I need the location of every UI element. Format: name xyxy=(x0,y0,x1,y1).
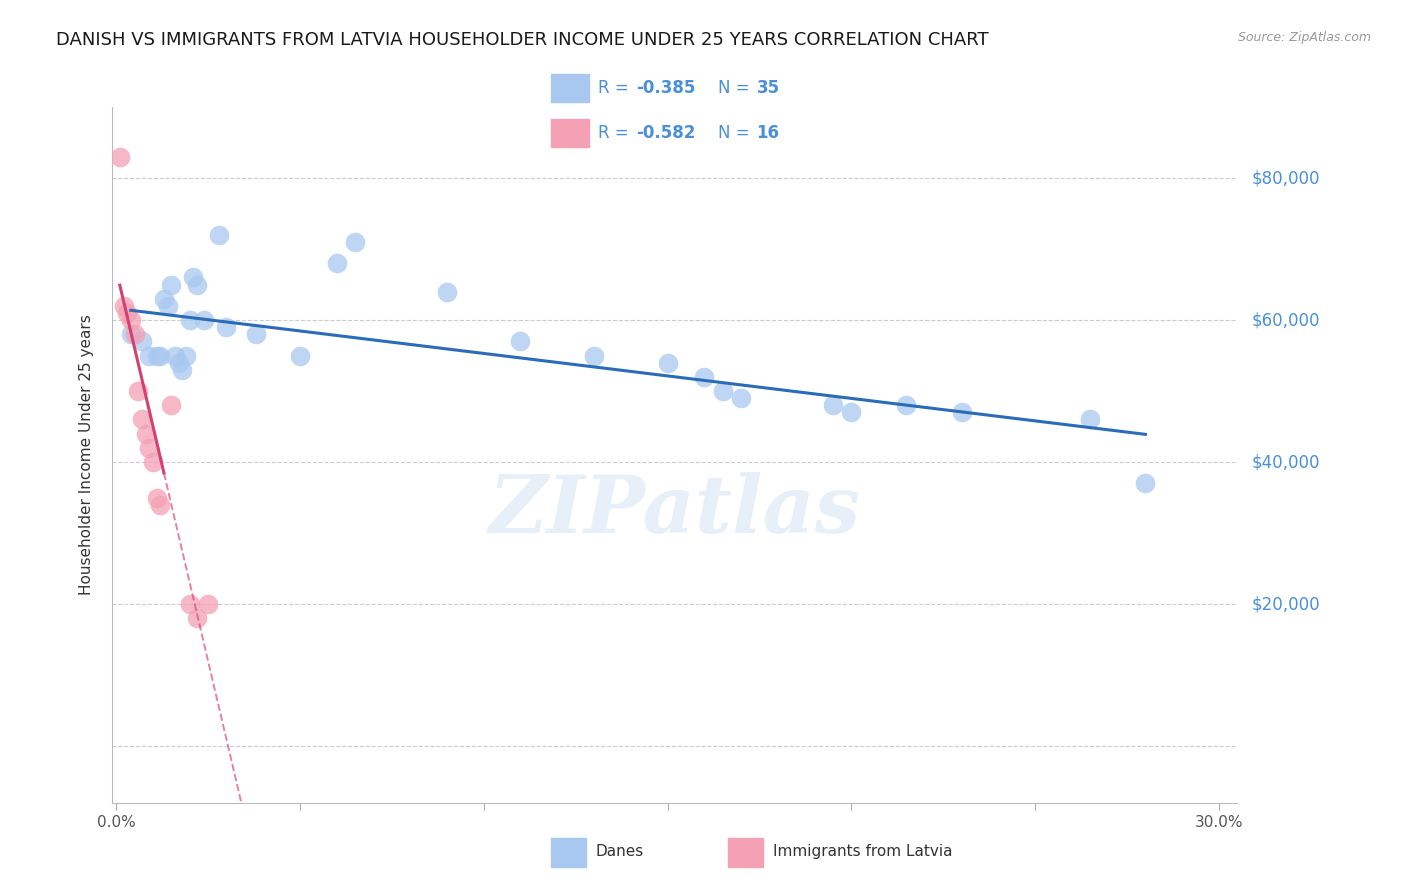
Point xyxy=(896,398,918,412)
Point xyxy=(142,455,165,469)
Text: R =: R = xyxy=(599,78,634,96)
Point xyxy=(131,412,153,426)
Text: 35: 35 xyxy=(756,78,779,96)
Text: -0.582: -0.582 xyxy=(637,124,696,142)
Point xyxy=(839,405,862,419)
Point xyxy=(149,349,172,363)
Bar xyxy=(551,119,589,147)
Bar xyxy=(728,838,762,867)
Text: N =: N = xyxy=(718,124,755,142)
Point xyxy=(186,277,208,292)
Text: R =: R = xyxy=(599,124,634,142)
Point xyxy=(172,362,194,376)
Text: $20,000: $20,000 xyxy=(1251,595,1320,613)
Point xyxy=(120,313,142,327)
Text: $80,000: $80,000 xyxy=(1251,169,1320,187)
Bar xyxy=(551,74,589,102)
Point xyxy=(112,299,135,313)
Point xyxy=(186,611,208,625)
Point xyxy=(163,349,186,363)
Point xyxy=(156,299,179,313)
Point xyxy=(193,313,215,327)
Text: $40,000: $40,000 xyxy=(1251,453,1320,471)
Text: Source: ZipAtlas.com: Source: ZipAtlas.com xyxy=(1237,31,1371,45)
Point xyxy=(1078,412,1101,426)
Point xyxy=(160,277,183,292)
Text: N =: N = xyxy=(718,78,755,96)
Point xyxy=(693,369,716,384)
Text: $60,000: $60,000 xyxy=(1251,311,1320,329)
Point xyxy=(179,597,201,611)
Text: DANISH VS IMMIGRANTS FROM LATVIA HOUSEHOLDER INCOME UNDER 25 YEARS CORRELATION C: DANISH VS IMMIGRANTS FROM LATVIA HOUSEHO… xyxy=(56,31,988,49)
Text: -0.385: -0.385 xyxy=(637,78,696,96)
Text: Danes: Danes xyxy=(596,845,644,859)
Point xyxy=(711,384,734,398)
Point xyxy=(950,405,973,419)
Point xyxy=(730,391,752,405)
Point xyxy=(245,327,267,342)
Point xyxy=(821,398,844,412)
Point xyxy=(1135,476,1157,491)
Point xyxy=(183,270,205,285)
Point xyxy=(582,349,605,363)
Bar xyxy=(551,838,585,867)
Point xyxy=(131,334,153,349)
Point xyxy=(288,349,311,363)
Y-axis label: Householder Income Under 25 years: Householder Income Under 25 years xyxy=(79,315,94,595)
Point xyxy=(145,491,167,505)
Point xyxy=(174,349,197,363)
Point xyxy=(215,320,238,334)
Point xyxy=(179,313,201,327)
Point xyxy=(657,356,679,370)
Point xyxy=(167,356,190,370)
Text: 16: 16 xyxy=(756,124,779,142)
Point xyxy=(325,256,347,270)
Point xyxy=(208,227,231,242)
Point xyxy=(115,306,138,320)
Text: ZIPatlas: ZIPatlas xyxy=(489,472,860,549)
Point xyxy=(145,349,167,363)
Point xyxy=(436,285,458,299)
Point xyxy=(160,398,183,412)
Text: Immigrants from Latvia: Immigrants from Latvia xyxy=(773,845,952,859)
Point xyxy=(135,426,157,441)
Point xyxy=(344,235,367,249)
Point xyxy=(124,327,146,342)
Point xyxy=(197,597,219,611)
Point xyxy=(138,441,160,455)
Point xyxy=(509,334,531,349)
Point xyxy=(127,384,149,398)
Point xyxy=(108,150,131,164)
Point xyxy=(149,498,172,512)
Point xyxy=(120,327,142,342)
Point xyxy=(153,292,176,306)
Point xyxy=(138,349,160,363)
